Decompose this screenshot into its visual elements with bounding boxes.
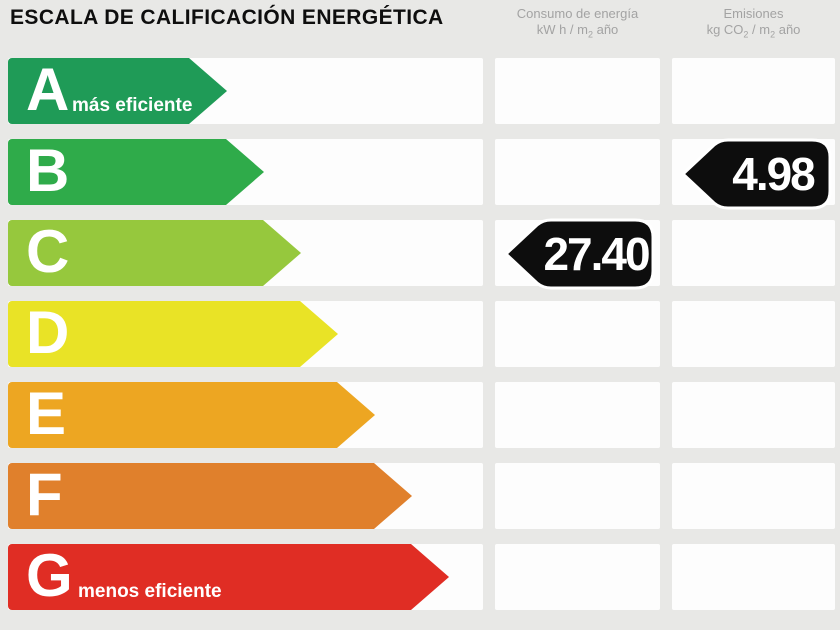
consumo-value-cell bbox=[495, 544, 660, 610]
emisiones-value-cell bbox=[672, 301, 835, 367]
rating-letter-a: A bbox=[26, 56, 70, 123]
rating-arrow-b: B bbox=[8, 139, 264, 205]
rating-arrow-e: E bbox=[8, 382, 375, 448]
consumo-value-cell bbox=[495, 463, 660, 529]
rating-letter-e: E bbox=[26, 380, 67, 447]
rating-note-most-efficient: más eficiente bbox=[72, 95, 193, 116]
rating-row-g: G menos eficiente bbox=[0, 544, 840, 610]
left-arrow-badge-shape bbox=[503, 218, 655, 290]
rating-row-c: C bbox=[0, 220, 840, 286]
consumo-header-line2: kW h / m2 año bbox=[536, 22, 619, 40]
emisiones-header-line1: Emisiones bbox=[723, 6, 784, 21]
rating-rows: A más eficiente B C D bbox=[0, 58, 840, 610]
rating-arrow-f: F bbox=[8, 463, 412, 529]
emisiones-value-cell bbox=[672, 382, 835, 448]
consumo-value-cell bbox=[495, 139, 660, 205]
rating-letter-f: F bbox=[26, 461, 63, 528]
rating-letter-g: G bbox=[26, 542, 73, 609]
rating-arrow-d: D bbox=[8, 301, 338, 367]
rating-row-e: E bbox=[0, 382, 840, 448]
consumo-header-line1: Consumo de energía bbox=[516, 6, 639, 21]
rating-row-f: F bbox=[0, 463, 840, 529]
rating-arrow-c: C bbox=[8, 220, 301, 286]
left-arrow-badge-shape bbox=[680, 138, 832, 210]
emisiones-value-cell bbox=[672, 544, 835, 610]
rating-letter-d: D bbox=[26, 299, 70, 366]
emisiones-value-cell bbox=[672, 58, 835, 124]
emisiones-value-text: 4.98 bbox=[732, 148, 815, 200]
consumo-value-cell bbox=[495, 58, 660, 124]
consumo-value-text: 27.40 bbox=[543, 228, 649, 280]
rating-letter-c: C bbox=[26, 218, 70, 285]
column-header-emisiones: Emisiones kg CO2 / m2 año bbox=[672, 6, 835, 43]
rating-row-d: D bbox=[0, 301, 840, 367]
rating-arrow-a: A más eficiente bbox=[8, 58, 227, 124]
consumo-value-badge: 27.40 bbox=[503, 218, 655, 290]
rating-arrow-g: G menos eficiente bbox=[8, 544, 449, 610]
rating-row-a: A más eficiente bbox=[0, 58, 840, 124]
page-title: ESCALA DE CALIFICACIÓN ENERGÉTICA bbox=[10, 6, 444, 29]
consumo-value-cell bbox=[495, 301, 660, 367]
emisiones-value-cell bbox=[672, 220, 835, 286]
emisiones-value-badge: 4.98 bbox=[680, 138, 832, 210]
consumo-value-cell bbox=[495, 382, 660, 448]
rating-note-least-efficient: menos eficiente bbox=[78, 581, 222, 602]
rating-letter-b: B bbox=[26, 137, 70, 204]
emisiones-value-cell bbox=[672, 463, 835, 529]
column-header-consumo: Consumo de energía kW h / m2 año bbox=[495, 6, 660, 43]
emisiones-header-line2: kg CO2 / m2 año bbox=[706, 22, 801, 40]
